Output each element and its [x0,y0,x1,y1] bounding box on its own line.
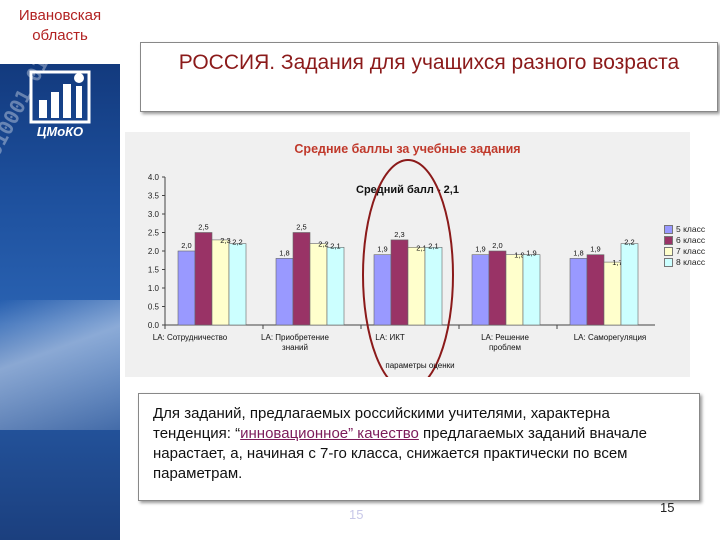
chart-bar [326,247,345,326]
y-tick-label: 0.5 [148,303,160,312]
legend-swatch-7 [664,246,673,256]
legend-label: 5 класс [676,224,706,234]
chart-bar [194,232,213,326]
conclusion-highlight: инновационное” качество [240,425,419,442]
bar-data-label: 1,8 [279,248,289,257]
chart-bar [586,254,605,326]
y-tick-label: 4.0 [148,173,160,182]
legend-swatch-5 [664,224,673,234]
chart-bar [424,247,443,326]
chart-bar [309,243,328,326]
chart-bar [488,250,507,326]
x-category-label: LA: Решение проблем [481,333,529,352]
legend-item: 7 класс [664,246,720,256]
bar-data-label: 2,0 [492,241,502,250]
bar-data-label: 2,0 [181,241,191,250]
chart-subtitle: Средний балл - 2,1 [356,184,459,196]
logo: ЦМоКО [25,66,95,146]
legend-item: 6 класс [664,235,720,245]
bar-data-label: 2,3 [394,230,404,239]
legend-label: 8 класс [676,257,706,267]
page-number-faded: 15 [349,507,364,522]
bar-data-label: 2,1 [330,241,340,250]
y-tick-label: 1.5 [148,266,160,275]
y-tick-label: 1.0 [148,284,160,293]
bar-data-label: 2,2 [624,238,634,247]
bar-data-label: 2,3 [220,236,230,245]
chart-panel: Средние баллы за учебные задания Средний… [125,132,705,377]
chart-legend: 5 класс 6 класс 7 класс 8 класс [664,224,720,268]
bar-data-label: 2,1 [428,241,438,250]
chart-bar [211,239,230,326]
bar-data-label: 2,5 [296,223,306,232]
bar-chart-logo-icon [29,70,91,124]
bar-data-label: 2,1 [416,243,426,252]
logo-text: ЦМоКО [36,124,84,139]
chart-bar [569,258,588,326]
legend-item: 5 класс [664,224,720,234]
x-category-label: LA: Саморегуляция [573,333,647,342]
bar-data-label: 1,9 [514,251,524,260]
y-tick-label: 2.0 [148,247,160,256]
bar-chart: 0.00.51.01.52.02.53.03.54.02,02,52,3 2,21… [148,159,655,377]
bar-data-label: 1,8 [573,248,583,257]
x-category-label: LA: ИКТ [375,333,405,342]
chart-bar [505,254,524,326]
chart-bar [275,258,294,326]
x-axis-title: параметры оценки [385,361,455,370]
slide-title: РОССИЯ. Задания для учащихся разного воз… [140,42,718,112]
chart-bar [620,243,639,326]
keyboard-image [0,300,120,430]
chart-title: Средние баллы за учебные задания [294,142,521,156]
legend-label: 6 класс [676,235,706,245]
x-category-label: LA: Сотрудничество [152,333,228,342]
bar-data-label: 2,5 [198,223,208,232]
conclusion-part1: Для заданий, предлагаемых российскими уч… [153,405,610,442]
bar-data-label: 1,9 [475,245,485,254]
legend-item: 8 класс [664,257,720,267]
y-tick-label: 3.5 [148,192,160,201]
chart-bar [292,232,311,326]
bar-data-label: 1,9 [526,249,536,258]
bar-data-label: 1,7 [612,258,622,267]
chart-bar [177,250,196,326]
x-category-label: LA: Приобретение знаний [261,333,329,352]
legend-swatch-6 [664,235,673,245]
y-tick-label: 2.5 [148,229,160,238]
sidebar: 10010001 0110100011 100101 Ивановская об… [0,0,120,540]
chart-bar [228,243,247,326]
chart-bar [471,254,490,326]
chart-bar [407,247,426,326]
y-tick-label: 0.0 [148,321,160,330]
region-label: Ивановская область [0,0,120,64]
bar-data-label: 1,9 [377,245,387,254]
y-tick-label: 3.0 [148,210,160,219]
bar-data-label: 2,2 [232,238,242,247]
conclusion-text: Для заданий, предлагаемых российскими уч… [138,393,700,501]
bar-data-label: 2,2 [318,240,328,249]
chart-bar [522,254,541,326]
page-number: 15 [660,500,675,515]
chart-bar [373,254,392,326]
legend-swatch-8 [664,257,673,267]
highlight-ellipse [362,159,454,377]
conclusion-part2: предлагаемых заданий вначале нарастает, … [153,425,647,482]
bar-data-label: 1,9 [590,245,600,254]
chart-bar [603,261,622,326]
chart-bar [390,239,409,326]
legend-label: 7 класс [676,246,706,256]
